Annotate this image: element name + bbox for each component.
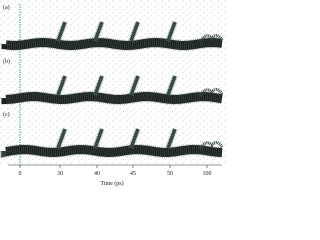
fiber-hair: [128, 127, 141, 150]
solvent-background: [0, 0, 228, 165]
time-tick-label: 0: [19, 171, 22, 177]
figure: Time (ps) (a) (b) (c) 0 30 40 45 50 100: [0, 0, 228, 187]
fiber-hair: [55, 20, 68, 43]
fiber-hair: [128, 20, 141, 43]
membrane-strip: [1, 37, 223, 50]
disrupted-end: [198, 33, 224, 43]
membrane-edge: [0, 90, 223, 106]
disrupted-end: [198, 140, 224, 150]
time-tick-label: 40: [94, 171, 100, 177]
time-axis-title: Time (ps): [100, 180, 123, 187]
fiber-hair: [128, 74, 141, 97]
panel-label: (a): [3, 4, 10, 11]
fiber-hair: [165, 74, 178, 97]
membrane-edge: [0, 36, 223, 51]
panel-label: (b): [3, 58, 10, 65]
fiber-hair: [165, 20, 178, 43]
fiber-hair: [55, 127, 68, 150]
time-tick-label: 30: [57, 171, 63, 177]
fiber-hair: [92, 20, 105, 43]
fiber-hair: [55, 74, 68, 97]
time-tick-label: 100: [203, 171, 212, 177]
fiber-hair: [92, 74, 105, 97]
fiber-hair: [92, 127, 105, 150]
disrupted-end: [198, 87, 224, 97]
panel-label: (c): [3, 111, 10, 118]
time-tick-label: 45: [130, 171, 136, 177]
membrane-edge: [0, 143, 223, 159]
membrane-strip: [1, 144, 223, 157]
fiber-hair: [165, 127, 178, 150]
time-tick-label: 50: [167, 171, 173, 177]
